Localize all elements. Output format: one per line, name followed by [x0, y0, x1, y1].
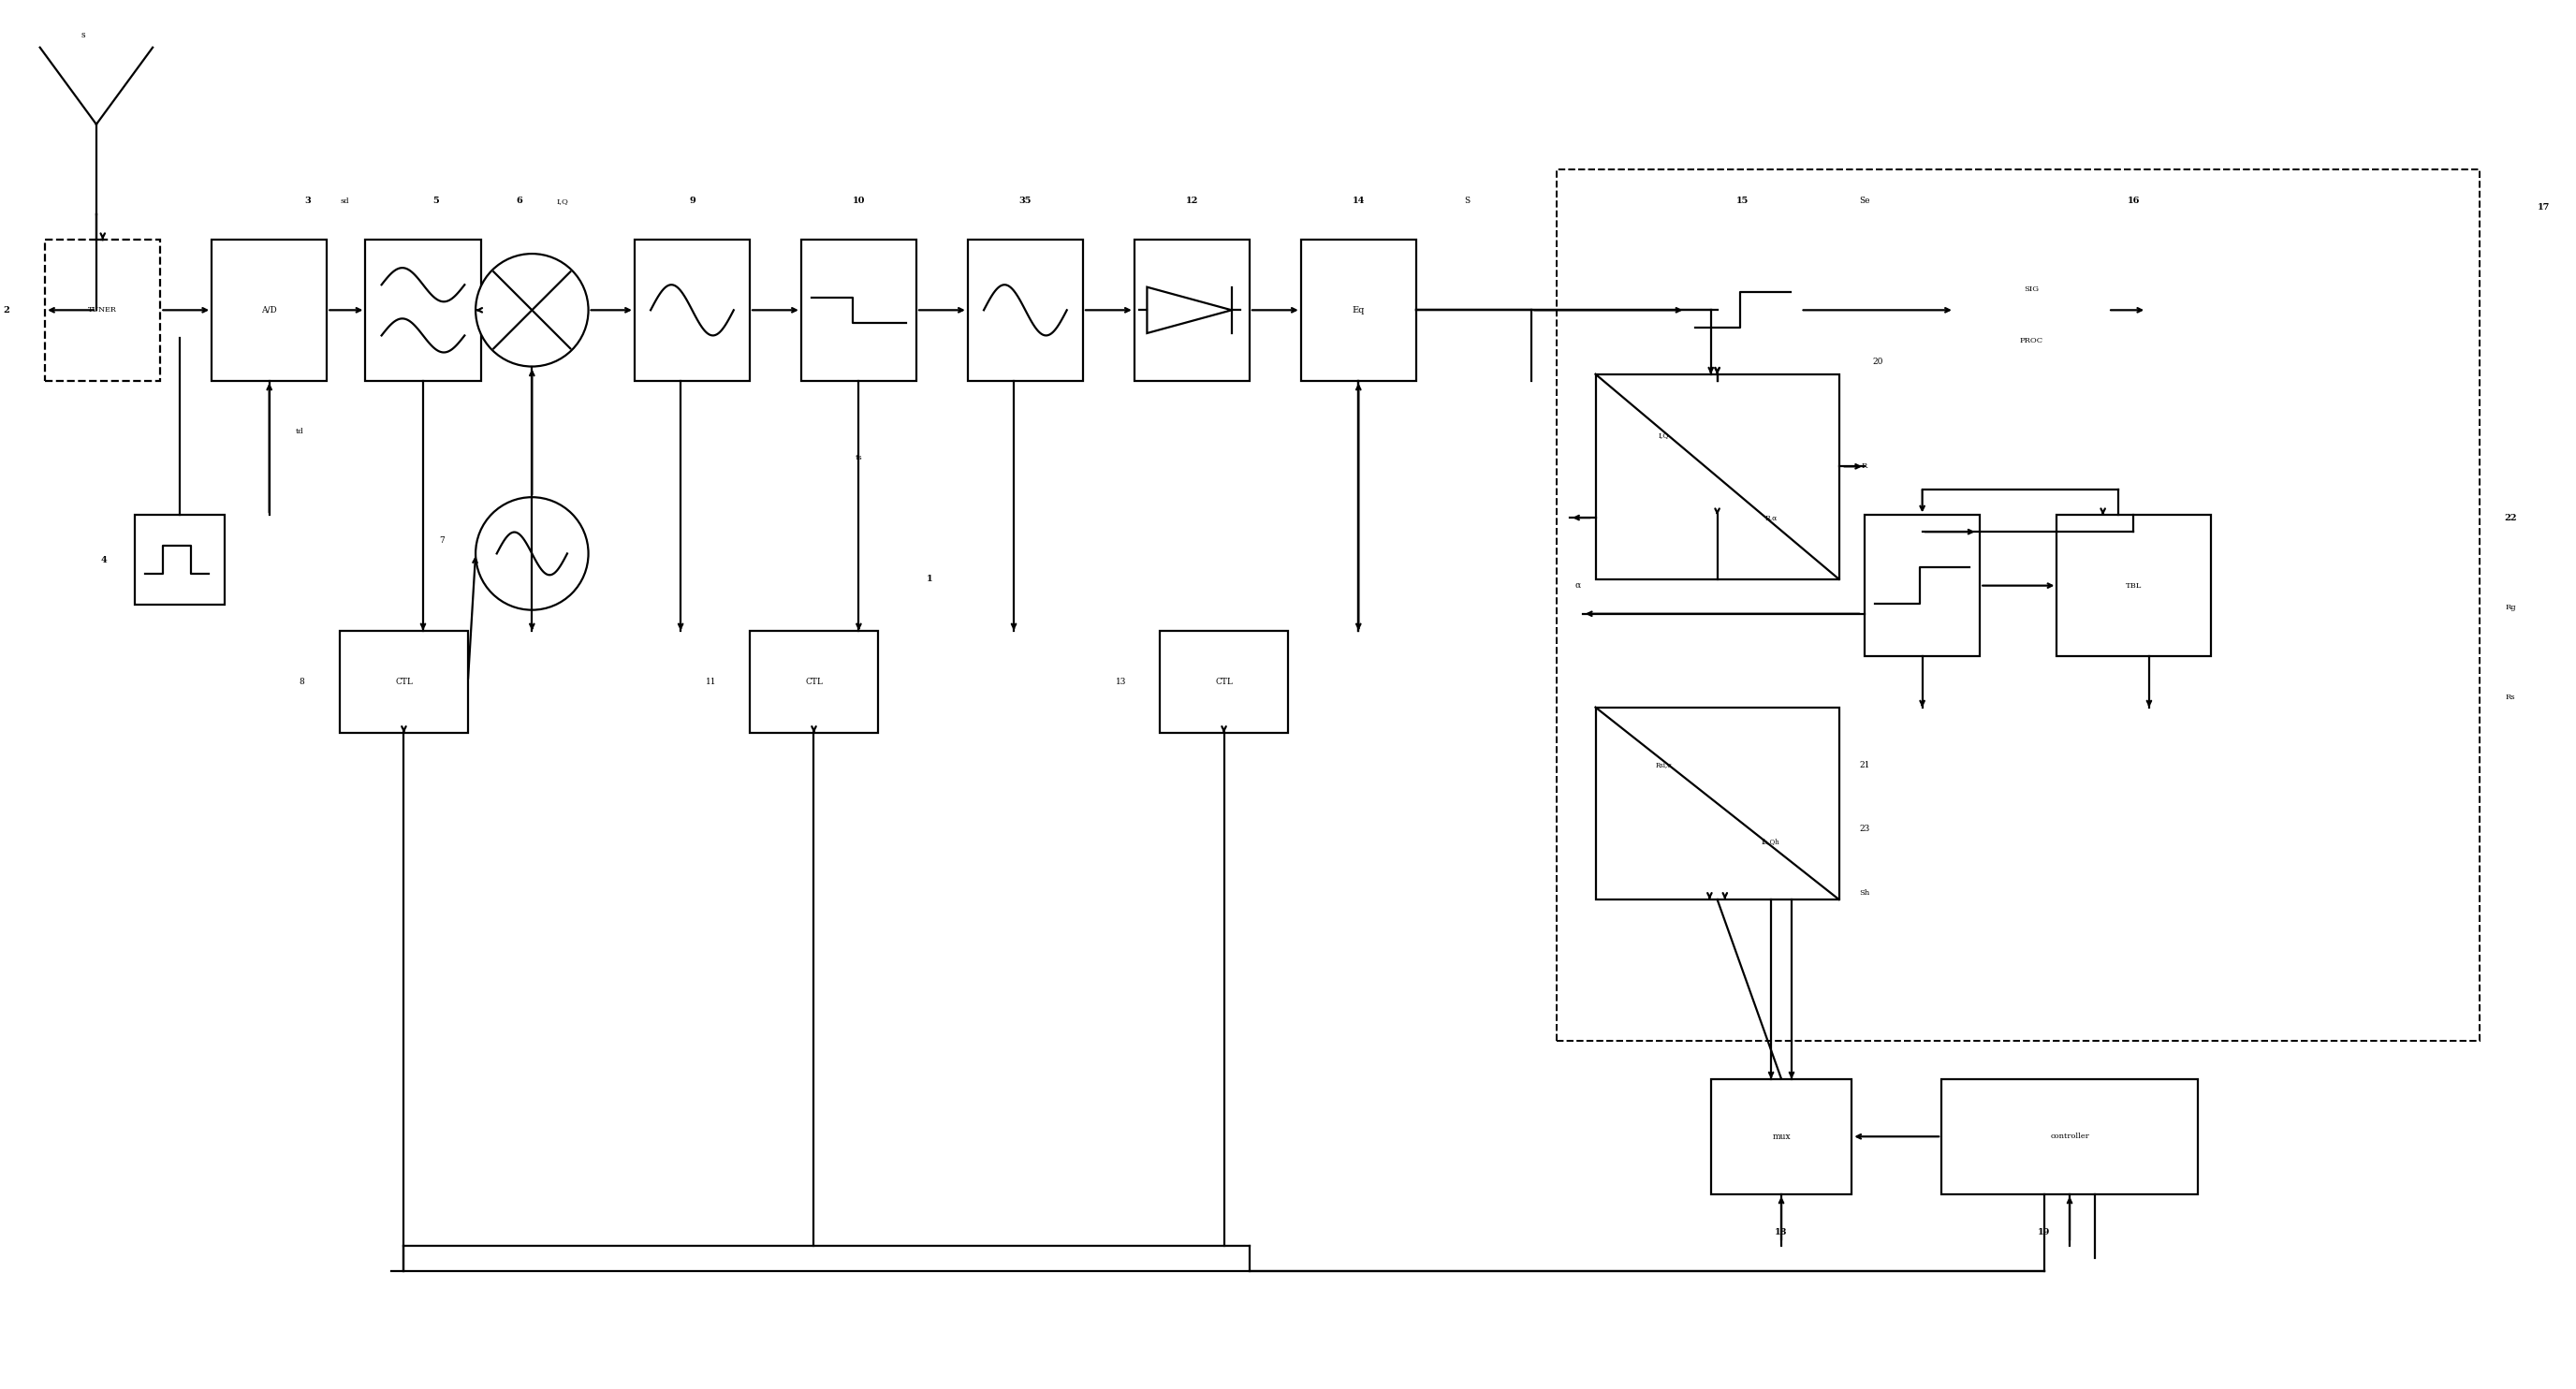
Circle shape [477, 254, 587, 367]
Bar [2056, 515, 2210, 656]
Bar [634, 240, 750, 381]
Text: 13: 13 [1115, 678, 1126, 686]
Text: 22: 22 [2504, 514, 2517, 522]
Text: R,α: R,α [1765, 514, 1777, 521]
Text: 21: 21 [1860, 761, 1870, 770]
Text: 7: 7 [440, 536, 446, 544]
Bar [1685, 240, 1801, 381]
Text: TUNER: TUNER [88, 307, 116, 314]
Text: Rsi,α: Rsi,α [1656, 761, 1672, 768]
Bar [1595, 707, 1839, 900]
Circle shape [477, 497, 587, 610]
Text: Se: Se [1860, 197, 1870, 206]
Text: 20: 20 [1873, 357, 1883, 365]
Bar [801, 240, 917, 381]
Text: 8: 8 [299, 678, 304, 686]
Text: mux: mux [1772, 1132, 1790, 1140]
Bar [1556, 169, 2481, 1040]
Text: 4: 4 [100, 556, 108, 564]
Bar [1159, 631, 1288, 733]
Text: Rg: Rg [2504, 604, 2517, 611]
Text: controller: controller [2050, 1133, 2089, 1140]
Text: 1: 1 [927, 575, 933, 583]
Text: 15: 15 [1736, 197, 1749, 206]
Text: Sh: Sh [1860, 889, 1870, 897]
Text: 18: 18 [1775, 1228, 1788, 1236]
Text: 17: 17 [2537, 203, 2550, 211]
Text: Eq: Eq [1352, 306, 1365, 314]
Text: SIG: SIG [2025, 285, 2038, 293]
Text: 9: 9 [688, 197, 696, 206]
Bar [1595, 374, 1839, 579]
Bar [1942, 1079, 2197, 1195]
Text: 6: 6 [515, 197, 523, 206]
Text: 10: 10 [853, 197, 866, 206]
Bar [44, 240, 160, 381]
Bar [1133, 240, 1249, 381]
Text: 19: 19 [2038, 1228, 2050, 1236]
Text: TBL: TBL [2125, 582, 2141, 589]
Text: sd: sd [340, 197, 350, 206]
Bar [340, 631, 469, 733]
Text: 11: 11 [706, 678, 716, 686]
Text: CTL: CTL [806, 678, 822, 686]
Bar [750, 631, 878, 733]
Bar [211, 240, 327, 381]
Bar [969, 240, 1082, 381]
Text: A/D: A/D [260, 306, 278, 314]
Text: R: R [1862, 463, 1868, 469]
Text: I,Q: I,Q [556, 197, 569, 206]
Bar [1301, 240, 1417, 381]
Text: α: α [1574, 582, 1582, 590]
Text: I,Q: I,Q [1659, 432, 1669, 439]
Text: td: td [296, 428, 304, 436]
Text: 16: 16 [2128, 197, 2141, 206]
Text: 5: 5 [433, 197, 438, 206]
Text: 35: 35 [1020, 197, 1030, 206]
Text: CTL: CTL [394, 678, 412, 686]
Text: PROC: PROC [2020, 338, 2043, 344]
Bar [134, 515, 224, 604]
Text: ts: ts [855, 454, 863, 461]
Text: 12: 12 [1185, 197, 1198, 206]
Text: 3: 3 [304, 197, 312, 206]
Bar [1710, 1079, 1852, 1195]
Text: Ih,Qh: Ih,Qh [1762, 838, 1780, 846]
Text: S: S [1466, 197, 1471, 206]
Text: CTL: CTL [1216, 678, 1234, 686]
Text: 2: 2 [3, 306, 10, 314]
Text: Rs: Rs [2506, 693, 2514, 701]
Bar [1865, 515, 1981, 656]
Text: 23: 23 [1860, 825, 1870, 833]
Text: s: s [82, 31, 85, 39]
Bar [366, 240, 482, 381]
Text: 14: 14 [1352, 197, 1365, 206]
Bar [1955, 240, 2107, 381]
